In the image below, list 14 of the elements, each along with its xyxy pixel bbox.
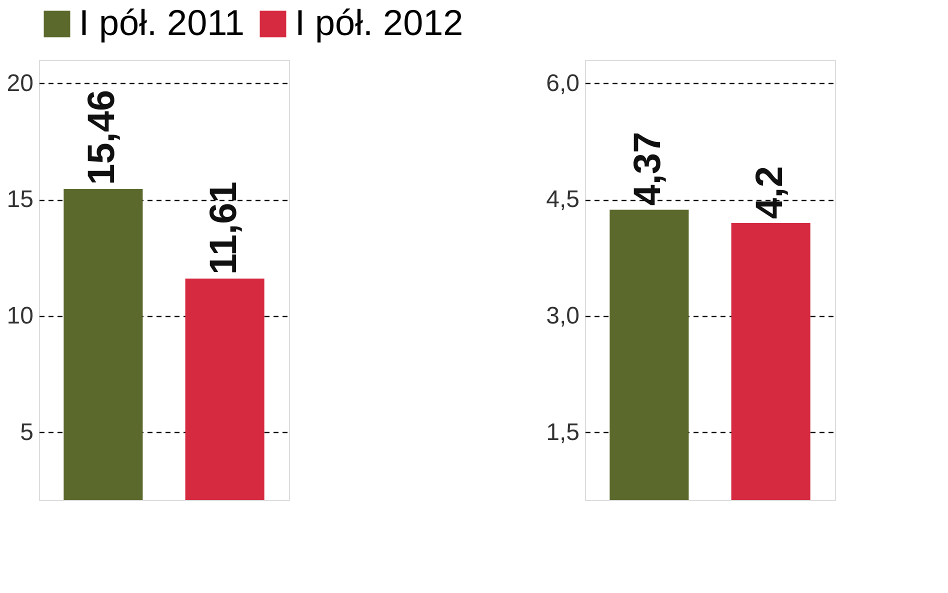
data-label: 11,61 xyxy=(202,182,245,275)
y-tick-label: 3,0 xyxy=(546,302,580,330)
y-tick-label: 20 xyxy=(6,70,34,97)
legend-label: I pół. 2011 xyxy=(79,2,244,43)
y-tick-label: 10 xyxy=(6,302,34,330)
legend-label: I pół. 2012 xyxy=(295,2,464,43)
data-label: 4,2 xyxy=(748,166,791,219)
y-tick-label: 6,0 xyxy=(546,70,580,97)
y-tick-label: 15 xyxy=(6,186,34,214)
y-tick-label: 5 xyxy=(20,418,34,446)
data-label: 15,46 xyxy=(81,90,124,185)
y-tick-label: 1,5 xyxy=(546,418,580,446)
y-tick-label: 4,5 xyxy=(546,186,580,214)
data-label: 4,37 xyxy=(627,132,670,206)
